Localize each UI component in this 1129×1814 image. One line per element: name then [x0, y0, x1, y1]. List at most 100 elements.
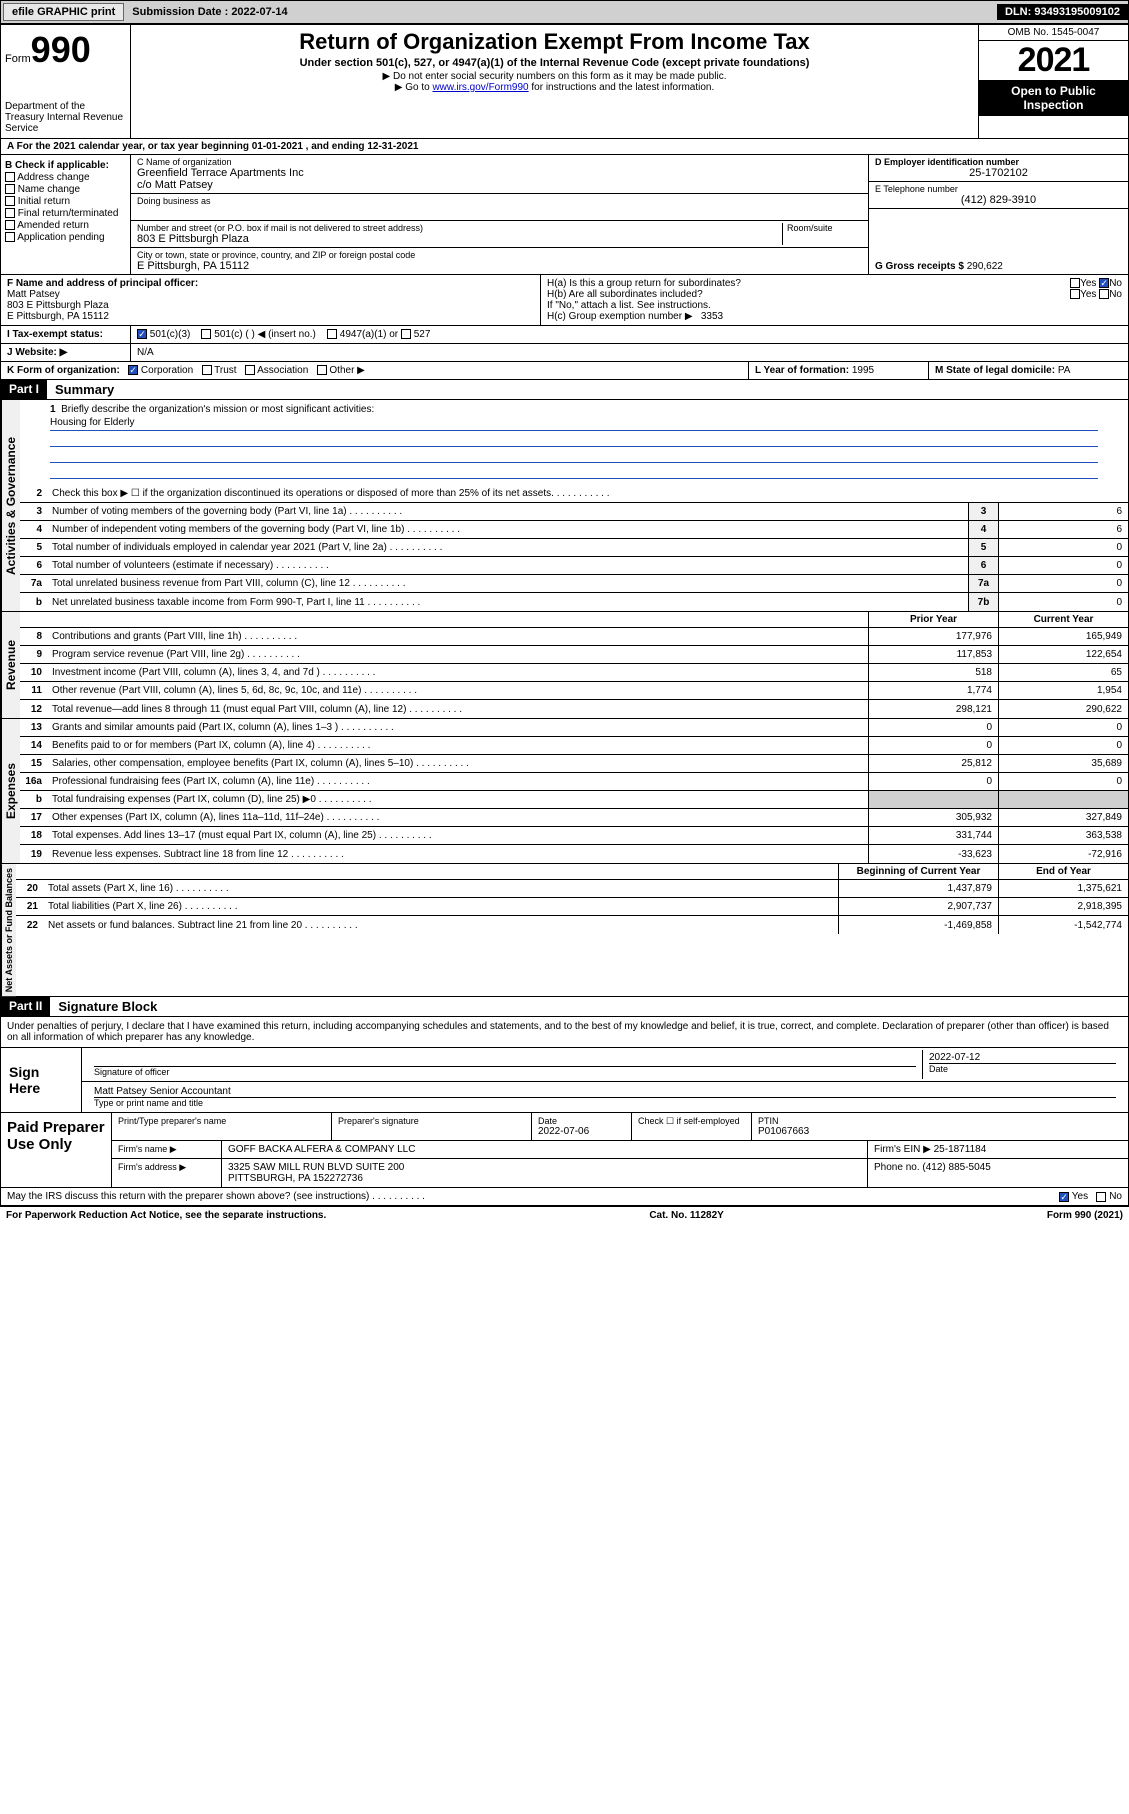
name-change-check[interactable] [5, 184, 15, 194]
row-i-tax-status: I Tax-exempt status: 501(c)(3) 501(c) ( … [0, 326, 1129, 344]
ha-no-check[interactable] [1099, 278, 1109, 288]
ha-yes: Yes [1080, 278, 1096, 289]
sig-date-label: Date [929, 1063, 1116, 1074]
initial-return-check[interactable] [5, 196, 15, 206]
form-word: Form [5, 53, 31, 65]
firm-name: GOFF BACKA ALFERA & COMPANY LLC [222, 1141, 868, 1158]
form-title: Return of Organization Exempt From Incom… [139, 29, 970, 55]
org-care-of: c/o Matt Patsey [137, 179, 862, 191]
summary-line: 7aTotal unrelated business revenue from … [20, 575, 1128, 593]
summary-line: 5Total number of individuals employed in… [20, 539, 1128, 557]
data-line: 16aProfessional fundraising fees (Part I… [20, 773, 1128, 791]
row-f-h: F Name and address of principal officer:… [0, 275, 1129, 326]
cat-no: Cat. No. 11282Y [649, 1210, 723, 1221]
room-label: Room/suite [787, 223, 862, 233]
firm-ein: 25-1871184 [934, 1144, 987, 1155]
vert-expenses: Expenses [1, 719, 20, 863]
hb-note: If "No," attach a list. See instructions… [547, 300, 1122, 311]
website-value: N/A [131, 344, 160, 361]
discuss-no-check[interactable] [1096, 1192, 1106, 1202]
hb-yes: Yes [1080, 289, 1096, 300]
summary-line: 2Check this box ▶ ☐ if the organization … [20, 485, 1128, 503]
4947-check[interactable] [327, 329, 337, 339]
prep-name-label: Print/Type preparer's name [118, 1116, 325, 1126]
sig-date: 2022-07-12 [929, 1052, 1116, 1063]
prior-year-hdr: Prior Year [868, 612, 998, 627]
501c-check[interactable] [201, 329, 211, 339]
final-return-check[interactable] [5, 208, 15, 218]
501c3-check[interactable] [137, 329, 147, 339]
part-2-header: Part II Signature Block [0, 997, 1129, 1017]
hb-no-check[interactable] [1099, 289, 1109, 299]
prep-date: 2022-07-06 [538, 1126, 625, 1137]
city-label: City or town, state or province, country… [137, 250, 862, 260]
section-activities: Activities & Governance 1 Briefly descri… [0, 400, 1129, 612]
dln: DLN: 93493195009102 [997, 4, 1128, 20]
officer-sig-label: Signature of officer [94, 1066, 916, 1077]
app-pending-check[interactable] [5, 232, 15, 242]
firm-addr-label: Firm's address ▶ [112, 1159, 222, 1187]
part-1-title: Summary [47, 380, 122, 399]
info-block: B Check if applicable: Address change Na… [0, 155, 1129, 275]
ptin-label: PTIN [758, 1116, 1122, 1126]
col-d-ein: D Employer identification number 25-1702… [868, 155, 1128, 274]
firm-addr2: PITTSBURGH, PA 152272736 [228, 1173, 861, 1184]
gross-label: G Gross receipts $ [875, 261, 964, 272]
sign-here-label: Sign Here [1, 1048, 81, 1112]
officer-name: Matt Patsey [7, 289, 534, 300]
end-year-hdr: End of Year [998, 864, 1128, 879]
corp-check[interactable] [128, 365, 138, 375]
data-line: 10Investment income (Part VIII, column (… [20, 664, 1128, 682]
page-footer: For Paperwork Reduction Act Notice, see … [0, 1206, 1129, 1224]
assoc-check[interactable] [245, 365, 255, 375]
firm-phone-label: Phone no. [874, 1162, 920, 1173]
efile-button[interactable]: efile GRAPHIC print [3, 3, 124, 21]
data-line: 15Salaries, other compensation, employee… [20, 755, 1128, 773]
501c-label: 501(c) ( ) ◀ (insert no.) [214, 329, 316, 340]
assoc-label: Association [257, 365, 308, 376]
data-line: 17Other expenses (Part IX, column (A), l… [20, 809, 1128, 827]
hc-label: H(c) Group exemption number ▶ [547, 311, 693, 322]
summary-line: bNet unrelated business taxable income f… [20, 593, 1128, 611]
tel-label: E Telephone number [875, 184, 1122, 194]
hc-value: 3353 [701, 311, 723, 322]
officer-addr1: 803 E Pittsburgh Plaza [7, 300, 534, 311]
row-j-website: J Website: ▶ N/A [0, 344, 1129, 362]
begin-year-hdr: Beginning of Current Year [838, 864, 998, 879]
address-change-label: Address change [17, 172, 89, 183]
firm-name-label: Firm's name ▶ [112, 1141, 222, 1158]
form-header: Form990 Department of the Treasury Inter… [0, 24, 1129, 139]
website-label: J Website: ▶ [1, 344, 131, 361]
prep-date-label: Date [538, 1116, 625, 1126]
col-b-header: B Check if applicable: [5, 160, 126, 171]
name-change-label: Name change [18, 184, 80, 195]
data-line: 22Net assets or fund balances. Subtract … [16, 916, 1128, 934]
address-change-check[interactable] [5, 172, 15, 182]
ha-yes-check[interactable] [1070, 278, 1080, 288]
gross-receipts: 290,622 [967, 261, 1003, 272]
irs-link[interactable]: www.irs.gov/Form990 [432, 82, 528, 93]
row-a-period: A For the 2021 calendar year, or tax yea… [0, 139, 1129, 155]
ptin: P01067663 [758, 1126, 1122, 1137]
line-1-num: 1 [50, 404, 56, 415]
ein: 25-1702102 [875, 167, 1122, 179]
other-check[interactable] [317, 365, 327, 375]
form-number: Form990 [5, 29, 126, 71]
discuss-no: No [1109, 1191, 1122, 1202]
dept-treasury: Department of the Treasury Internal Reve… [5, 101, 126, 134]
data-line: 11Other revenue (Part VIII, column (A), … [20, 682, 1128, 700]
trust-check[interactable] [202, 365, 212, 375]
subtitle-3: ▶ Go to www.irs.gov/Form990 for instruct… [139, 82, 970, 93]
form-ref: Form 990 (2021) [1047, 1210, 1123, 1221]
prep-sig-label: Preparer's signature [338, 1116, 525, 1126]
ha-no: No [1109, 278, 1122, 289]
data-line: 12Total revenue—add lines 8 through 11 (… [20, 700, 1128, 718]
discuss-yes-check[interactable] [1059, 1192, 1069, 1202]
amended-check[interactable] [5, 220, 15, 230]
part-1-header: Part I Summary [0, 380, 1129, 400]
current-year-hdr: Current Year [998, 612, 1128, 627]
hb-yes-check[interactable] [1070, 289, 1080, 299]
ha-label: H(a) Is this a group return for subordin… [547, 278, 741, 289]
527-check[interactable] [401, 329, 411, 339]
summary-line: 6Total number of volunteers (estimate if… [20, 557, 1128, 575]
